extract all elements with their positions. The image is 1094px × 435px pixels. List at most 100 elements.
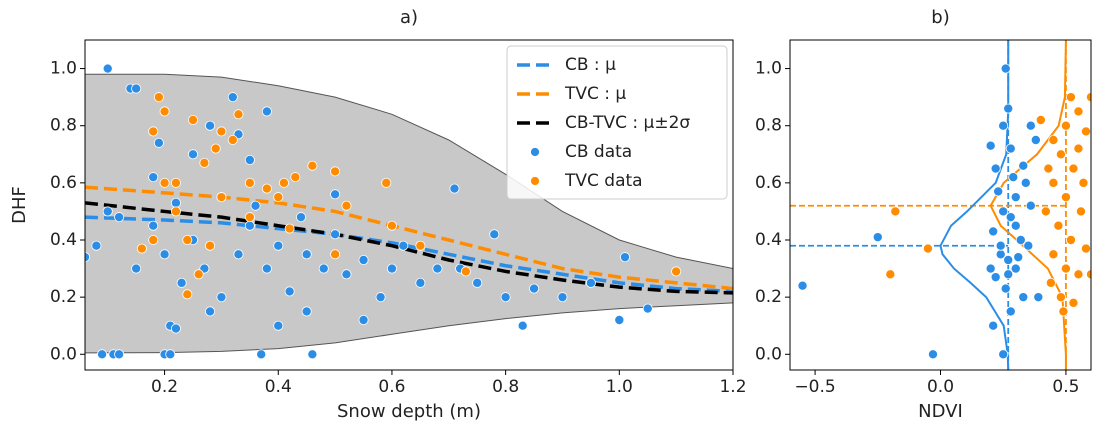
point [244, 177, 255, 188]
point [472, 277, 483, 288]
point [985, 140, 996, 151]
point [1055, 149, 1066, 160]
point [330, 166, 341, 177]
y-tick-label: 0.0 [50, 344, 77, 364]
point [1035, 115, 1046, 126]
point [1015, 234, 1026, 245]
point [1048, 177, 1059, 188]
point [415, 240, 426, 251]
point [182, 234, 193, 245]
band-lower [85, 302, 733, 354]
point [1055, 292, 1066, 303]
point [170, 323, 181, 334]
x-tick-label: 1.2 [719, 377, 746, 397]
point [922, 243, 933, 254]
point [1003, 103, 1014, 114]
y-tick-label: 0.2 [755, 287, 782, 307]
point [261, 106, 272, 117]
y-tick-label: 0.8 [755, 116, 782, 136]
point [1060, 120, 1071, 131]
point [273, 240, 284, 251]
point [927, 349, 938, 360]
line [85, 185, 733, 291]
point [642, 303, 653, 314]
point [1018, 292, 1029, 303]
point [91, 240, 102, 251]
point [489, 229, 500, 240]
point [341, 200, 352, 211]
band [85, 74, 733, 353]
point [1010, 192, 1021, 203]
y-tick-label: 0.4 [50, 230, 77, 250]
point [1073, 143, 1084, 154]
x-tick-label: −0.5 [794, 377, 835, 397]
point [233, 249, 244, 260]
point [153, 92, 164, 103]
point [1068, 297, 1079, 308]
point [273, 320, 284, 331]
point [872, 232, 883, 243]
point [1075, 206, 1086, 217]
point [278, 177, 289, 188]
x-tick-label: 0.4 [265, 377, 292, 397]
point [1086, 92, 1091, 103]
x-tick-label: 0.8 [492, 377, 519, 397]
point [1086, 269, 1091, 280]
x-tick-label: 0.2 [151, 377, 178, 397]
point [307, 160, 318, 171]
point [148, 126, 159, 137]
point [620, 252, 631, 263]
point [1033, 292, 1044, 303]
point [176, 277, 187, 288]
panel-title: a) [400, 7, 418, 28]
point [233, 109, 244, 120]
point [136, 243, 147, 254]
point [182, 289, 193, 300]
point [187, 115, 198, 126]
point [1013, 252, 1024, 263]
legend-marker [529, 146, 541, 158]
point [244, 220, 255, 231]
y-tick-label: 0.6 [50, 173, 77, 193]
point [1005, 143, 1016, 154]
point [216, 292, 227, 303]
point [301, 306, 312, 317]
y-tick-label: 0.2 [50, 287, 77, 307]
point [1005, 306, 1016, 317]
point [131, 83, 142, 94]
point [205, 240, 216, 251]
point [199, 157, 210, 168]
point [1080, 243, 1091, 254]
point [227, 134, 238, 145]
point [998, 120, 1009, 131]
point [187, 149, 198, 160]
point [671, 266, 682, 277]
x-tick-label: 1.0 [606, 377, 633, 397]
point [216, 126, 227, 137]
point [1040, 206, 1051, 217]
point [295, 212, 306, 223]
panel-title: b) [931, 7, 949, 28]
y-tick-label: 1.0 [50, 59, 77, 79]
point [1020, 177, 1031, 188]
point [102, 63, 113, 74]
point [885, 269, 896, 280]
point [1030, 134, 1041, 145]
point [210, 143, 221, 154]
point [1010, 220, 1021, 231]
y-tick-label: 0.4 [755, 230, 782, 250]
point [148, 234, 159, 245]
point [998, 349, 1009, 360]
point [114, 349, 125, 360]
point [557, 292, 568, 303]
point [273, 192, 284, 203]
point [585, 277, 596, 288]
plot-area [85, 63, 733, 360]
point [318, 263, 329, 274]
point [432, 263, 443, 274]
point [1065, 234, 1076, 245]
point [1068, 163, 1079, 174]
point [993, 186, 1004, 197]
axes-frame [789, 39, 1092, 371]
point [284, 223, 295, 234]
